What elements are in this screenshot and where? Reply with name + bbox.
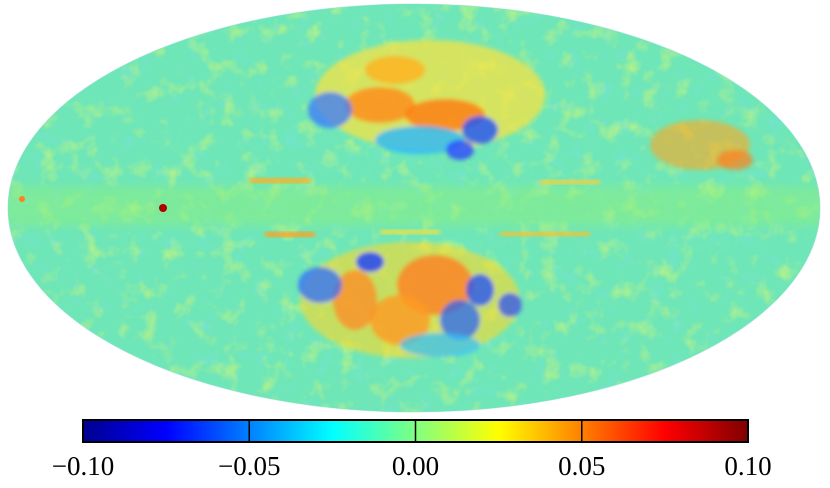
north-lobe <box>308 40 753 170</box>
plane-streaks <box>250 178 600 237</box>
south-lobe <box>298 242 522 358</box>
hot-spot <box>159 204 167 212</box>
colorbar-tick-label: 0.05 <box>558 451 606 481</box>
colorbar-ticks <box>248 420 583 442</box>
map-ellipse <box>8 4 820 412</box>
colorbar-tick-label: 0.00 <box>391 451 440 481</box>
colorbar-tick-label: −0.05 <box>218 451 281 481</box>
colorbar-tick-label: −0.10 <box>51 451 115 481</box>
colorbar-tick-label: 0.10 <box>724 451 772 481</box>
